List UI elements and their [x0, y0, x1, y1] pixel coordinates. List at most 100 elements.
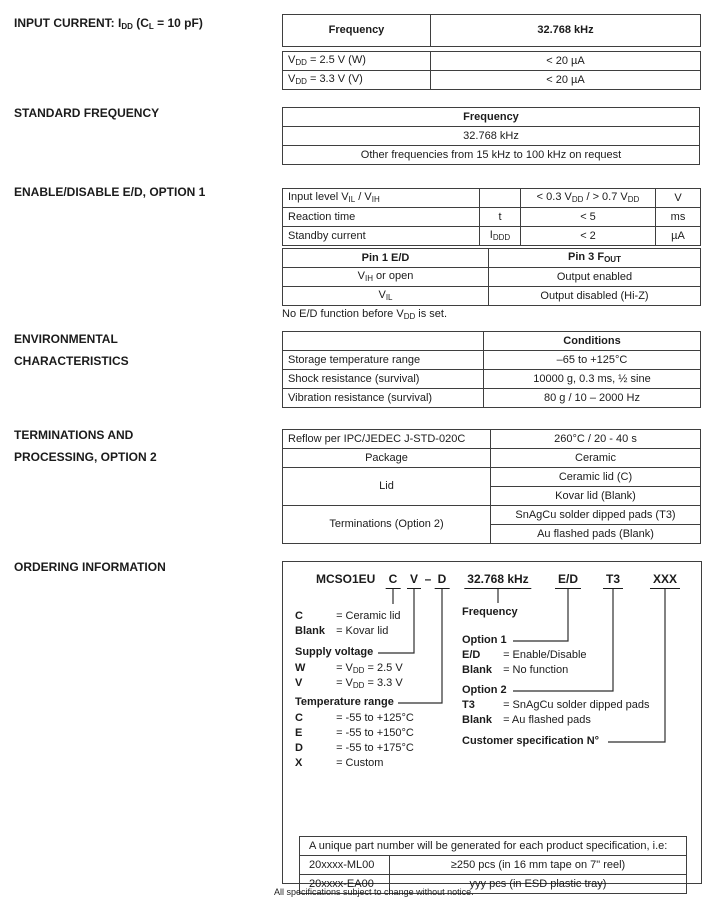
pin1-state-cell: VIH or open: [282, 267, 489, 287]
env-param-cell: Vibration resistance (survival): [282, 388, 484, 408]
section-heading-standard-frequency: STANDARD FREQUENCY: [14, 106, 160, 120]
legend-value: = SnAgCu solder dipped pads: [503, 699, 650, 711]
table-row: Vibration resistance (survival) 80 g / 1…: [282, 388, 701, 408]
part-quantity-cell: ≥250 pcs (in 16 mm tape on 7" reel): [388, 855, 688, 875]
legend-value: = No function: [503, 664, 569, 676]
frequency-value-header-cell: 32.768 kHz: [430, 14, 701, 47]
reflow-label-cell: Reflow per IPC/JEDEC J-STD-020C: [282, 429, 491, 449]
table-row: Storage temperature range –65 to +125°C: [282, 350, 701, 370]
package-label-cell: Package: [282, 448, 491, 468]
reflow-value-cell: 260°C / 20 - 40 s: [490, 429, 701, 449]
legend-customer-title: Customer specification N°: [462, 735, 600, 747]
lid-option-cell: Kovar lid (Blank): [490, 486, 701, 506]
input-current-header-table: Frequency 32.768 kHz: [282, 14, 701, 47]
legend-value: = Kovar lid: [336, 625, 389, 637]
env-value-cell: –65 to +125°C: [483, 350, 701, 370]
part-number-cell: 20xxxx-EA00: [299, 874, 390, 894]
legend-value: = Au flashed pads: [503, 714, 591, 726]
legend-frequency-title: Frequency: [462, 606, 518, 618]
leader-supply-voltage: [378, 588, 415, 654]
section-heading-ordering: ORDERING INFORMATION: [14, 560, 166, 574]
legend-option1-row: E/D = Enable/Disable: [462, 649, 587, 661]
table-row: Standby current IDDD < 2 µA: [282, 226, 701, 246]
legend-key: Blank: [462, 714, 492, 726]
part-number-option2-code: T3: [602, 572, 624, 589]
legend-value: = -55 to +125°C: [336, 712, 414, 724]
legend-key: Blank: [462, 664, 492, 676]
enable-disable-note: No E/D function before VDD is set.: [282, 308, 448, 321]
legend-temp-row: X = Custom: [295, 757, 383, 769]
empty-header-cell: [282, 331, 484, 351]
legend-value: = Enable/Disable: [503, 649, 587, 661]
section-heading-enable-disable: ENABLE/DISABLE E/D, OPTION 1: [14, 185, 206, 199]
legend-temp-row: C = -55 to +125°C: [295, 712, 414, 724]
env-param-cell: Storage temperature range: [282, 350, 484, 370]
pin3-header-cell: Pin 3 FOUT: [488, 248, 701, 268]
standard-frequency-table: Frequency 32.768 kHz Other frequencies f…: [282, 107, 700, 165]
pin3-state-cell: Output enabled: [488, 267, 701, 287]
table-row: Reaction time t < 5 ms: [282, 207, 701, 227]
legend-value: = Custom: [336, 757, 384, 769]
part-number-note-cell: A unique part number will be generated f…: [298, 836, 688, 856]
part-number-supply-code: V: [406, 572, 422, 589]
table-row: Other frequencies from 15 kHz to 100 kHz…: [282, 145, 700, 165]
table-row: Input level VIL / VIH < 0.3 VDD / > 0.7 …: [282, 188, 701, 208]
table-row: A unique part number will be generated f…: [298, 836, 688, 856]
legend-value: = -55 to +175°C: [336, 742, 414, 754]
part-number-temp-code: D: [434, 572, 450, 589]
pin-function-table: Pin 1 E/D Pin 3 FOUT VIH or open Output …: [282, 248, 701, 306]
param-cell: Standby current: [282, 226, 480, 246]
legend-key: E: [295, 727, 303, 739]
part-number-custom-code: XXX: [649, 572, 681, 589]
legend-key: D: [295, 742, 303, 754]
table-row: Au flashed pads (Blank): [283, 524, 701, 544]
conditions-header-cell: Conditions: [483, 331, 701, 351]
legend-key: C: [295, 610, 303, 622]
env-value-cell: 80 g / 10 – 2000 Hz: [483, 388, 701, 408]
legend-temp-row: E = -55 to +150°C: [295, 727, 414, 739]
part-number-lid-code: C: [385, 572, 401, 589]
pin1-state-cell: VIL: [282, 286, 489, 306]
leader-customer-spec: [608, 588, 666, 743]
table-row: Lid Ceramic lid (C): [282, 467, 701, 506]
legend-key: W: [295, 662, 306, 674]
part-number-cell: 20xxxx-ML00: [299, 855, 390, 875]
table-row: VDD = 2.5 V (W) < 20 µA: [282, 51, 701, 71]
current-2v5-cell: < 20 µA: [430, 51, 701, 71]
table-row: Reflow per IPC/JEDEC J-STD-020C 260°C / …: [282, 429, 701, 449]
page-footer-note: All specifications subject to change wit…: [274, 887, 474, 897]
table-row: Pin 1 E/D Pin 3 FOUT: [282, 248, 701, 268]
frequency-header-cell: Frequency: [282, 14, 431, 47]
legend-lid-row: Blank = Kovar lid: [295, 625, 388, 637]
legend-option2-row: T3 = SnAgCu solder dipped pads: [462, 699, 650, 711]
legend-key: V: [295, 677, 303, 689]
lid-label-cell: Lid: [282, 467, 491, 506]
unit-cell: µA: [655, 226, 701, 246]
section-heading-input-current: INPUT CURRENT: IDD (CL = 10 pF): [14, 16, 203, 31]
legend-value: = -55 to +150°C: [336, 727, 414, 739]
part-number-option1-code: E/D: [554, 572, 582, 589]
leader-option2: [513, 588, 614, 692]
symbol-cell: t: [479, 207, 521, 227]
legend-key: Blank: [295, 625, 325, 637]
legend-key: T3: [462, 699, 475, 711]
param-cell: Reaction time: [282, 207, 480, 227]
frequency-value-cell: 32.768 kHz: [282, 126, 700, 146]
lid-option-cell: Ceramic lid (C): [490, 467, 701, 487]
part-quantity-cell: yyy pcs (in ESD plastic tray): [388, 874, 688, 894]
legend-value: = VDD = 2.5 V: [336, 662, 403, 675]
pin3-state-cell: Output disabled (Hi-Z): [488, 286, 701, 306]
legend-supply-title: Supply voltage: [295, 646, 374, 658]
input-current-body-table: VDD = 2.5 V (W) < 20 µA VDD = 3.3 V (V) …: [282, 51, 701, 90]
table-row: Package Ceramic: [282, 448, 701, 468]
leader-option1: [513, 588, 569, 642]
table-row: 32.768 kHz: [282, 126, 700, 146]
ordering-diagram-box: MCSO1EU C V – D 32.768 kHz E/D T3 XXX C …: [282, 561, 702, 894]
enable-disable-spec-table: Input level VIL / VIH < 0.3 VDD / > 0.7 …: [282, 188, 701, 246]
legend-option1-row: Blank = No function: [462, 664, 568, 676]
ordering-leader-lines: [378, 588, 666, 743]
unique-part-number-table: A unique part number will be generated f…: [298, 836, 688, 894]
current-3v3-cell: < 20 µA: [430, 70, 701, 90]
section-heading-terminations-2: PROCESSING, OPTION 2: [14, 450, 157, 464]
